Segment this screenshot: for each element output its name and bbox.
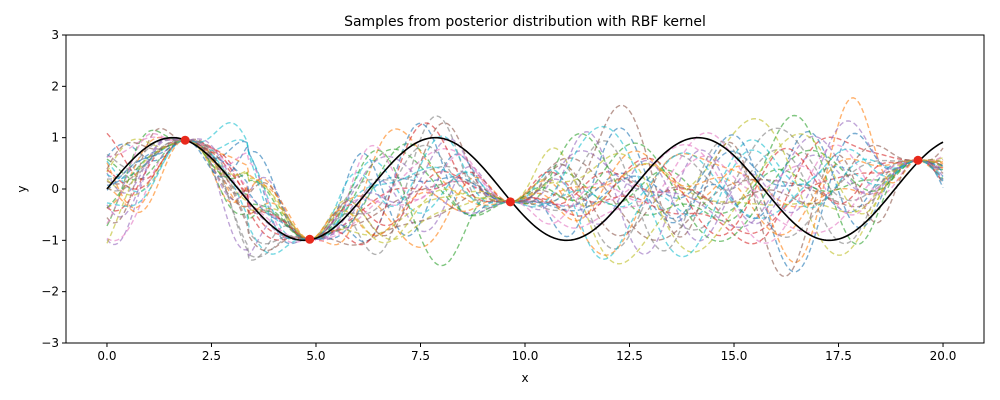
posterior-sample-line xyxy=(106,132,944,244)
posterior-sample-line xyxy=(106,135,944,260)
x-tick-label: 7.5 xyxy=(411,349,430,363)
x-tick-label: 15.0 xyxy=(721,349,748,363)
true-function-line xyxy=(106,136,944,242)
posterior-sample-line xyxy=(106,104,944,278)
x-tick-label: 17.5 xyxy=(825,349,852,363)
x-tick-label: 20.0 xyxy=(930,349,957,363)
posterior-sample-line xyxy=(106,122,944,246)
posterior-sample-line xyxy=(106,135,944,258)
observation-point xyxy=(505,197,515,207)
y-tick-label: 1 xyxy=(51,131,59,145)
observations xyxy=(180,135,923,244)
y-tick-label: −3 xyxy=(41,336,59,350)
posterior-samples xyxy=(106,97,944,278)
y-tick-label: 2 xyxy=(51,79,59,93)
y-axis: −3 −2 −1 0 1 2 3 xyxy=(41,28,66,350)
true-function xyxy=(106,136,944,242)
posterior-sample-line xyxy=(106,117,944,265)
x-tick-label: 12.5 xyxy=(616,349,643,363)
observation-point xyxy=(913,155,923,165)
posterior-sample-line xyxy=(106,138,944,241)
observation-point xyxy=(305,234,315,244)
posterior-sample-line xyxy=(106,122,944,243)
x-tick-label: 0.0 xyxy=(97,349,116,363)
x-tick-label: 2.5 xyxy=(202,349,221,363)
posterior-sample-line xyxy=(106,139,944,241)
posterior-sample-line xyxy=(106,127,944,258)
y-tick-label: 3 xyxy=(51,28,59,42)
posterior-sample-line xyxy=(106,133,944,253)
posterior-sample-line xyxy=(106,122,944,258)
y-tick-label: −2 xyxy=(41,285,59,299)
observation-point xyxy=(180,135,190,145)
posterior-sample-line xyxy=(106,114,944,246)
y-tick-label: 0 xyxy=(51,182,59,196)
y-tick-label: −1 xyxy=(41,233,59,247)
x-axis: 0.0 2.5 5.0 7.5 10.0 12.5 15.0 17.5 20.0 xyxy=(97,343,956,363)
x-axis-label: x xyxy=(521,371,528,385)
posterior-sample-line xyxy=(106,122,944,252)
x-tick-label: 5.0 xyxy=(306,349,325,363)
x-tick-label: 10.0 xyxy=(512,349,539,363)
y-axis-label: y xyxy=(15,185,29,192)
posterior-sample-line xyxy=(106,139,944,252)
chart-title: Samples from posterior distribution with… xyxy=(344,14,706,30)
